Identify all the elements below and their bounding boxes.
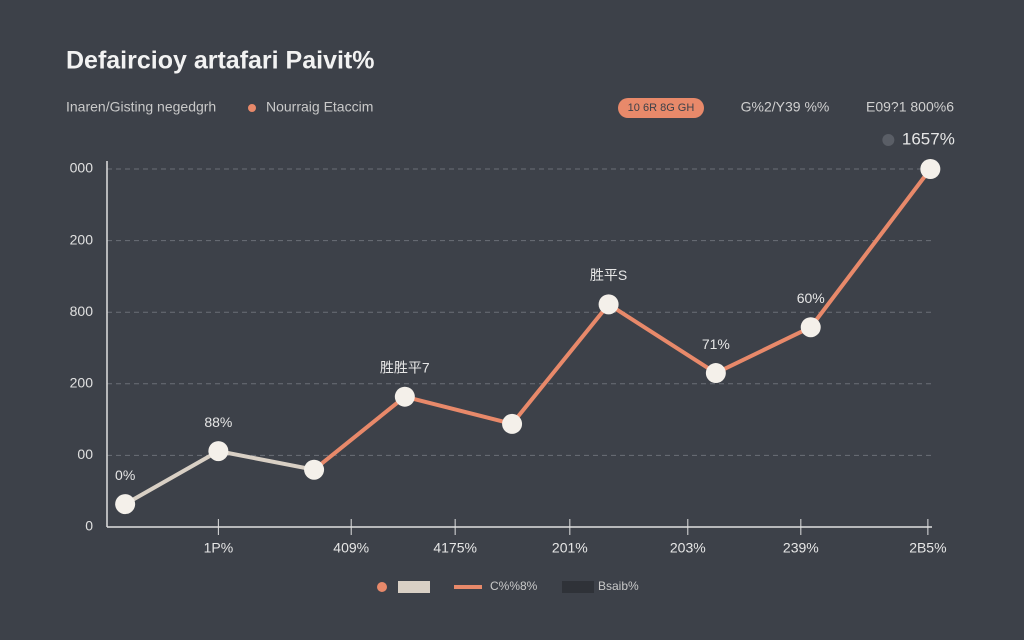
y-tick-label: 00 (77, 446, 93, 462)
y-tick-label: 800 (70, 303, 94, 319)
point (115, 494, 136, 515)
badge-label[interactable]: 10 6R 8G GH (628, 102, 695, 114)
line-segment (216, 449, 317, 472)
x-tick-label: 409% (333, 540, 369, 556)
y-tick-label: 200 (70, 231, 94, 247)
chart-title: Defaircioy artafari Paivit% (66, 47, 374, 75)
point-label: 88% (204, 414, 232, 430)
subtitle: Inaren/Gisting negedgrh (66, 99, 216, 115)
x-tick-label: 203% (670, 540, 706, 556)
legend-marker (398, 581, 430, 593)
x-tick-label: 4175% (433, 540, 477, 556)
line-segment (123, 449, 221, 507)
x-tick-label: 2B5% (909, 540, 946, 556)
point (304, 459, 325, 480)
point (705, 363, 726, 384)
point-label: 胜平S (590, 267, 627, 283)
legend-marker (562, 581, 594, 593)
y-tick-label: 000 (70, 160, 94, 176)
point (598, 294, 619, 315)
point-label: 71% (702, 336, 730, 352)
x-tick-label: 201% (552, 540, 588, 556)
point-label: 胜胜平7 (380, 359, 430, 375)
line-segment (402, 394, 515, 426)
point (800, 317, 821, 338)
legend-label: C%%8% (490, 579, 538, 593)
line-segment (713, 325, 813, 376)
x-tick-label: 1P% (204, 540, 234, 556)
line-segment (510, 302, 611, 426)
y-tick-label: 0 (85, 518, 93, 534)
x-tick-label: 239% (783, 540, 819, 556)
point (502, 413, 523, 434)
point-label: 1657% (902, 129, 955, 148)
header-stat: G%2/Y39 %% (741, 99, 830, 115)
legend-dot (248, 104, 256, 112)
badge[interactable] (618, 98, 704, 118)
header-stat: E09?1 800%6 (866, 99, 954, 115)
point-label: 0% (115, 467, 135, 483)
legend-label: Nourraig Etaccim (266, 99, 373, 115)
point (208, 441, 229, 462)
line-segment (808, 167, 933, 330)
point (394, 386, 415, 407)
y-tick-label: 200 (70, 375, 94, 391)
legend-label: Bsaib% (598, 579, 639, 593)
line-segment (312, 394, 407, 472)
annotation-dot (882, 134, 895, 146)
point (920, 159, 941, 179)
line-segment (606, 302, 718, 376)
point-label: 60% (797, 290, 825, 306)
legend-marker (377, 582, 387, 592)
